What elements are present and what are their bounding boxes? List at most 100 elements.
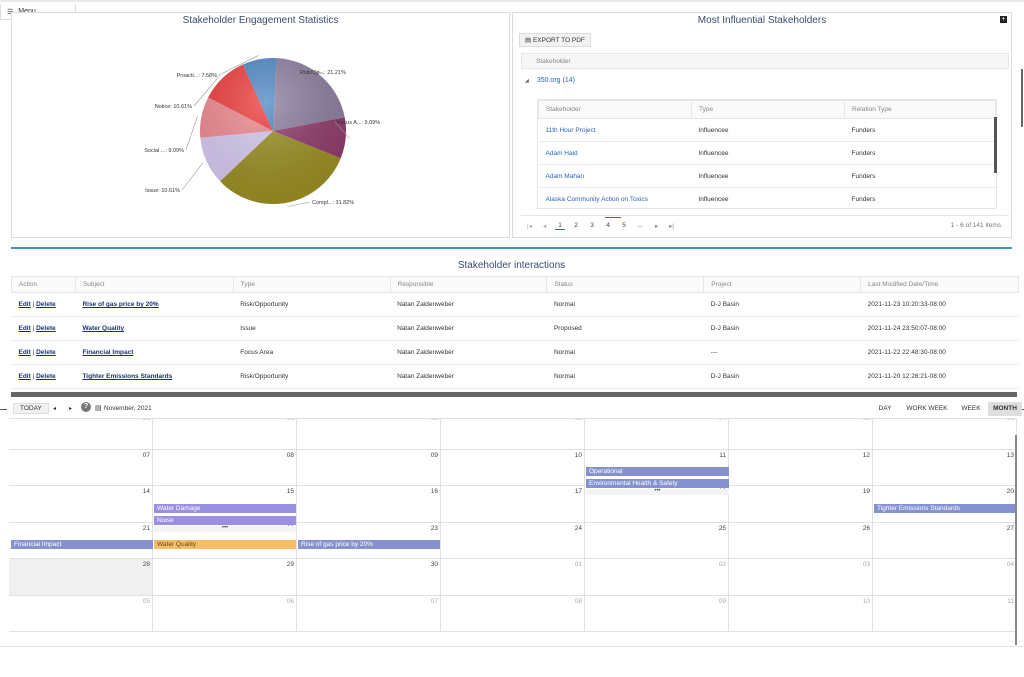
more-events-indicator[interactable]: •••: [154, 525, 296, 532]
calendar-day-cell[interactable]: 25: [585, 522, 729, 559]
interaction-row[interactable]: Edit | Delete Water Quality Issue Natan Zai…: [11, 316, 1019, 341]
calendar-day-cell[interactable]: 28: [9, 559, 153, 596]
delete-link[interactable]: Delete: [36, 349, 56, 356]
today-button[interactable]: TODAY: [13, 403, 49, 414]
calendar-day-cell[interactable]: 03: [729, 559, 873, 596]
page-number[interactable]: 2: [574, 222, 578, 229]
stakeholder-name-cell[interactable]: Adam Mahan: [538, 164, 692, 188]
page-number[interactable]: 1: [555, 222, 565, 230]
event-water-damage[interactable]: Water Damage: [154, 504, 296, 513]
plus-icon[interactable]: +: [1000, 16, 1007, 23]
subject-link[interactable]: Rise of gas price by 20%: [82, 301, 159, 308]
subject-link[interactable]: Water Quality: [82, 325, 125, 332]
stakeholder-name-cell[interactable]: Alaska Community Action on Toxics: [538, 187, 692, 208]
calendar-day-cell[interactable]: 10: [729, 595, 873, 632]
interactions-col-header[interactable]: Status: [546, 276, 705, 293]
stakeholder-link[interactable]: Adam Mahan: [545, 172, 585, 180]
nested-scrollbar[interactable]: [994, 117, 997, 173]
stakeholder-link[interactable]: Adam Haid: [545, 149, 578, 157]
event-operational[interactable]: Operational: [586, 467, 729, 476]
subject-link[interactable]: Financial Impact: [82, 349, 134, 356]
calendar-day-cell[interactable]: 01: [441, 559, 585, 596]
edit-link[interactable]: Edit: [18, 373, 31, 380]
prev-page-icon[interactable]: ◂: [543, 223, 547, 230]
calendar-icon[interactable]: ▤: [95, 405, 102, 412]
calendar-day-cell[interactable]: 30: [297, 559, 441, 596]
next-page-icon[interactable]: ▸: [655, 223, 659, 230]
calendar-day-cell[interactable]: 02: [297, 419, 441, 450]
delete-link[interactable]: Delete: [36, 301, 56, 308]
interactions-col-header[interactable]: Action: [11, 276, 76, 293]
calendar-day-cell[interactable]: 09: [585, 595, 729, 632]
stakeholder-link[interactable]: 11th Hour Project: [545, 126, 596, 134]
calendar-day-cell[interactable]: 07: [9, 449, 153, 486]
view-month-button[interactable]: MONTH: [988, 402, 1022, 416]
stakeholder-link[interactable]: Alaska Community Action on Toxics: [545, 195, 648, 203]
event-env-health[interactable]: Environmental Health & Safety: [586, 479, 729, 488]
view-day-button[interactable]: DAY: [878, 405, 892, 412]
interactions-col-header[interactable]: Type: [232, 276, 391, 293]
page-number[interactable]: 4: [606, 222, 610, 229]
event-tighter[interactable]: Tighter Emissions Standards: [874, 504, 1016, 513]
more-events-indicator[interactable]: •••: [586, 488, 729, 495]
calendar-day-cell[interactable]: 06: [153, 595, 297, 632]
stakeholder-row[interactable]: Adam Mahan Influencee Funders: [538, 164, 996, 188]
calendar-day-cell[interactable]: 12: [729, 449, 873, 486]
calendar-day-cell[interactable]: 02: [585, 559, 729, 596]
calendar-day-cell[interactable]: 07: [297, 595, 441, 632]
event-noise[interactable]: Noise: [154, 516, 296, 525]
event-water-quality[interactable]: Water Quality: [154, 540, 296, 549]
interactions-col-header[interactable]: Responsible: [389, 276, 548, 293]
horizontal-scrollbar[interactable]: [11, 392, 1017, 397]
outer-scrollbar[interactable]: [1021, 69, 1023, 127]
calendar-day-cell[interactable]: 26: [729, 522, 873, 559]
calendar-day-cell[interactable]: 05: [729, 419, 873, 450]
calendar-day-cell[interactable]: 01: [153, 419, 297, 450]
delete-link[interactable]: Delete: [36, 373, 56, 380]
calendar-scrollbar[interactable]: [1015, 435, 1017, 645]
calendar-day-cell[interactable]: 04: [585, 419, 729, 450]
edit-link[interactable]: Edit: [18, 349, 31, 356]
stakeholder-name-cell[interactable]: 11th Hour Project: [538, 118, 692, 142]
interactions-col-header[interactable]: Project: [703, 276, 862, 293]
prev-month-icon[interactable]: ◂: [53, 406, 57, 412]
page-number[interactable]: 5: [622, 222, 626, 229]
group-row[interactable]: ◢ 350.org (14): [521, 73, 1009, 91]
view-work-week-button[interactable]: WORK WEEK: [906, 405, 948, 412]
delete-link[interactable]: Delete: [36, 325, 56, 332]
calendar-day-cell[interactable]: 06: [873, 419, 1017, 450]
interaction-row[interactable]: Edit | Delete Financial Impact Focus Area N…: [11, 340, 1019, 365]
calendar-day-cell[interactable]: 13: [873, 449, 1017, 486]
help-icon[interactable]: ?: [81, 402, 91, 412]
first-page-icon[interactable]: |◂: [527, 223, 532, 230]
calendar-day-cell[interactable]: 14: [9, 486, 153, 523]
page-number[interactable]: ...: [637, 222, 643, 229]
stakeholder-name-cell[interactable]: Adam Haid: [538, 141, 692, 165]
calendar-day-cell[interactable]: 27: [873, 522, 1017, 559]
interactions-col-header[interactable]: Subject: [74, 276, 234, 293]
event-gas-price[interactable]: Rise of gas price by 20%: [298, 540, 440, 549]
edit-link[interactable]: Edit: [18, 301, 31, 308]
interaction-row[interactable]: Edit | Delete Rise of gas price by 20% Ris…: [11, 292, 1019, 317]
collapse-arrow-icon[interactable]: ◢: [525, 78, 529, 84]
calendar-day-cell[interactable]: 11: [873, 595, 1017, 632]
calendar-day-cell[interactable]: 08: [441, 595, 585, 632]
col-stakeholder[interactable]: Stakeholder: [538, 100, 692, 119]
calendar-day-cell[interactable]: 24: [441, 522, 585, 559]
stakeholder-row[interactable]: 11th Hour Project Influencee Funders: [538, 118, 996, 142]
col-type[interactable]: Type: [691, 100, 845, 119]
edit-link[interactable]: Edit: [18, 325, 31, 332]
export-pdf-button[interactable]: ▤ EXPORT TO PDF: [519, 33, 591, 47]
calendar-day-cell[interactable]: 17: [441, 486, 585, 523]
calendar-day-cell[interactable]: 29: [153, 559, 297, 596]
calendar-day-cell[interactable]: 31: [9, 419, 153, 450]
next-month-icon[interactable]: ▸: [69, 406, 73, 412]
interactions-col-header[interactable]: Last Modified Date/Time: [860, 276, 1019, 293]
calendar-day-cell[interactable]: 09: [297, 449, 441, 486]
calendar-day-cell[interactable]: 03: [441, 419, 585, 450]
view-week-button[interactable]: WEEK: [961, 405, 981, 412]
page-number[interactable]: 3: [590, 222, 594, 229]
calendar-day-cell[interactable]: 08: [153, 449, 297, 486]
col-relation[interactable]: Relation Type: [844, 100, 996, 119]
calendar-day-cell[interactable]: 10: [441, 449, 585, 486]
